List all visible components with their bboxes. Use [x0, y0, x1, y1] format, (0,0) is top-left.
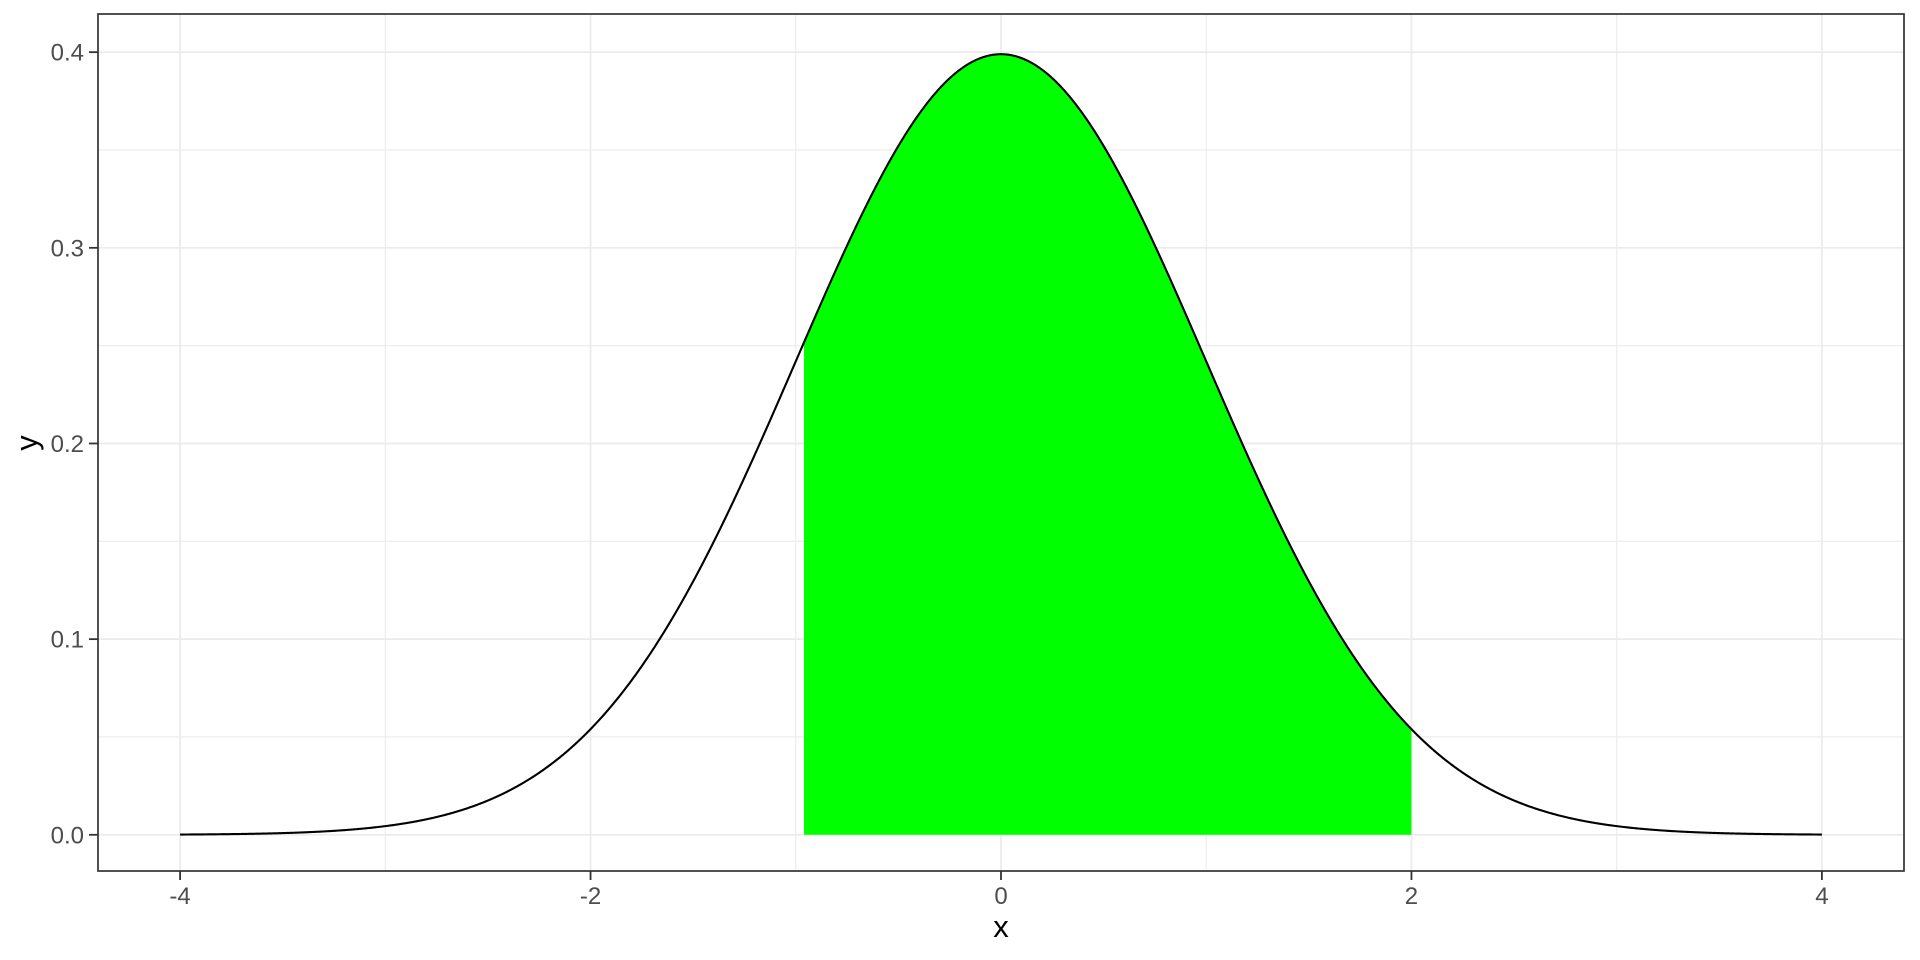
shaded-area — [803, 54, 1412, 835]
x-tick-label: -4 — [169, 883, 190, 910]
x-axis-tick-labels: -4 -2 0 2 4 — [169, 883, 1828, 910]
y-tick-label: 0.1 — [51, 627, 84, 654]
y-axis-tick-labels: 0.0 0.1 0.2 0.3 0.4 — [51, 40, 84, 850]
x-axis-title: x — [993, 909, 1009, 944]
density-curve — [180, 53, 1822, 836]
x-axis-ticks — [179, 871, 1823, 880]
y-tick-label: 0.2 — [51, 431, 84, 458]
y-tick-label: 0.0 — [51, 822, 84, 849]
y-tick-label: 0.4 — [51, 40, 84, 67]
y-axis-ticks — [89, 51, 98, 836]
y-axis-title: y — [9, 435, 44, 451]
x-tick-label: 2 — [1405, 883, 1418, 910]
y-tick-label: 0.3 — [51, 235, 84, 262]
x-tick-label: -2 — [580, 883, 601, 910]
x-tick-label: 0 — [994, 883, 1007, 910]
x-tick-label: 4 — [1815, 883, 1828, 910]
